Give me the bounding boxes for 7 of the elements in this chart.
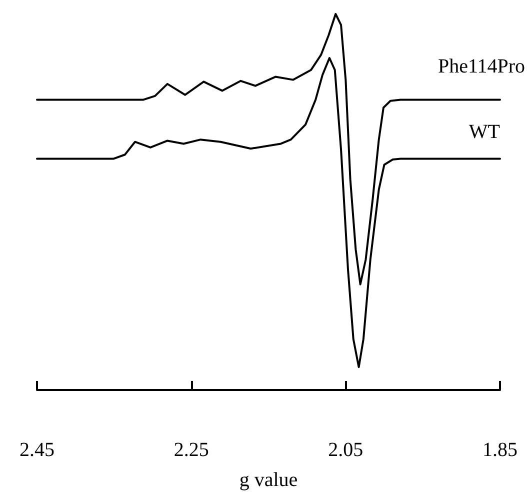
series-label: Phe114Pro xyxy=(438,56,525,78)
x-axis-title: g value xyxy=(239,469,298,491)
x-tick-label: 2.45 xyxy=(20,439,54,461)
x-tick-label: 2.05 xyxy=(328,439,364,461)
x-tick-label: 2.25 xyxy=(174,439,209,461)
x-tick-label: 1.85 xyxy=(482,439,518,461)
series-label: WT xyxy=(468,120,500,143)
